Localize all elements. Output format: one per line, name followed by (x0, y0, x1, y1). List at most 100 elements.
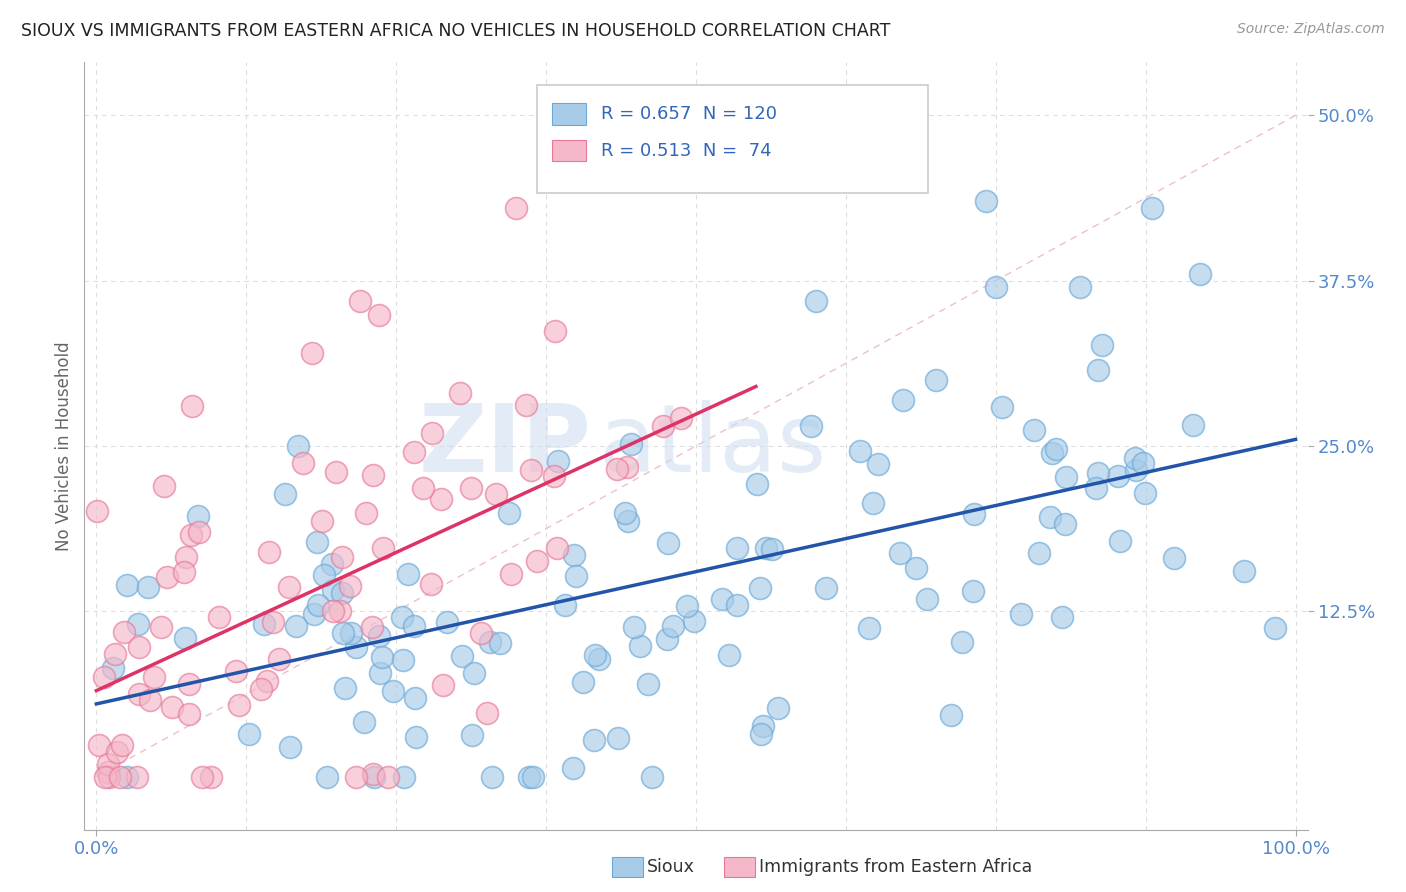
Point (322, 582, 344, 597)
Point (392, 770, 415, 784)
Point (181, 400, 204, 414)
Point (349, 293, 371, 308)
Point (208, 610, 231, 624)
Point (332, 625, 354, 640)
Point (360, 620, 382, 634)
Point (745, 476, 768, 491)
Point (1107, 469, 1129, 483)
Point (543, 469, 565, 483)
Point (200, 770, 222, 784)
Point (371, 541, 394, 555)
Point (499, 566, 522, 581)
Point (325, 465, 347, 479)
Point (711, 592, 734, 607)
Point (572, 674, 595, 689)
Point (250, 681, 273, 696)
Point (950, 635, 973, 649)
Point (1182, 417, 1205, 432)
Point (368, 308, 391, 322)
Point (108, 770, 131, 784)
Point (1054, 470, 1077, 484)
Point (761, 542, 783, 557)
Point (344, 770, 367, 784)
Point (657, 632, 679, 646)
Point (862, 495, 884, 509)
Point (1010, 607, 1032, 622)
Point (278, 580, 301, 594)
Point (94, 770, 117, 784)
Point (526, 554, 548, 568)
Point (273, 487, 295, 501)
Point (662, 619, 685, 633)
Point (866, 457, 889, 471)
Point (616, 459, 638, 474)
Point (353, 715, 375, 730)
Point (814, 581, 837, 595)
Point (481, 770, 503, 784)
Point (1050, 609, 1073, 624)
Point (173, 631, 195, 645)
Point (613, 506, 636, 520)
Point (963, 507, 986, 521)
Point (915, 592, 938, 607)
Point (105, 745, 128, 759)
Point (1022, 423, 1045, 437)
Point (748, 582, 770, 596)
Point (420, 576, 443, 591)
Point (305, 534, 328, 549)
Point (905, 561, 928, 575)
Point (1109, 534, 1132, 549)
Point (485, 487, 508, 501)
Point (86, 504, 108, 518)
Point (103, 660, 125, 674)
Point (849, 444, 872, 458)
Point (718, 648, 741, 662)
Point (117, 770, 139, 784)
Point (470, 626, 492, 640)
Point (97, 756, 120, 771)
Point (253, 616, 276, 631)
Point (463, 665, 485, 680)
Point (259, 545, 281, 559)
Point (682, 614, 704, 628)
Point (377, 770, 399, 784)
Point (475, 706, 498, 720)
Bar (551, 140, 586, 161)
Point (1091, 338, 1114, 352)
Point (174, 549, 197, 564)
Point (498, 506, 520, 520)
Point (606, 462, 628, 476)
Point (1123, 450, 1146, 465)
Point (554, 598, 576, 612)
Text: Source: ZipAtlas.com: Source: ZipAtlas.com (1237, 22, 1385, 37)
Point (628, 639, 651, 653)
Point (292, 456, 315, 470)
Point (751, 719, 773, 733)
Point (620, 437, 643, 451)
Point (356, 507, 378, 521)
Point (657, 536, 679, 550)
Point (515, 399, 537, 413)
Point (1087, 362, 1109, 376)
Point (588, 652, 610, 666)
Point (669, 411, 692, 425)
Point (321, 604, 343, 618)
Point (112, 624, 135, 639)
Point (651, 418, 673, 433)
Point (284, 619, 307, 633)
Point (98, 770, 121, 784)
Point (391, 609, 413, 624)
Point (547, 454, 569, 468)
Point (93, 670, 115, 684)
Point (228, 698, 250, 712)
Bar (551, 103, 586, 125)
Point (321, 558, 343, 572)
Point (125, 770, 148, 784)
Point (766, 701, 789, 715)
Point (278, 739, 301, 754)
Text: ZIP: ZIP (419, 400, 592, 492)
Point (330, 550, 353, 565)
Point (1069, 280, 1091, 294)
Point (517, 770, 540, 784)
Point (990, 401, 1012, 415)
